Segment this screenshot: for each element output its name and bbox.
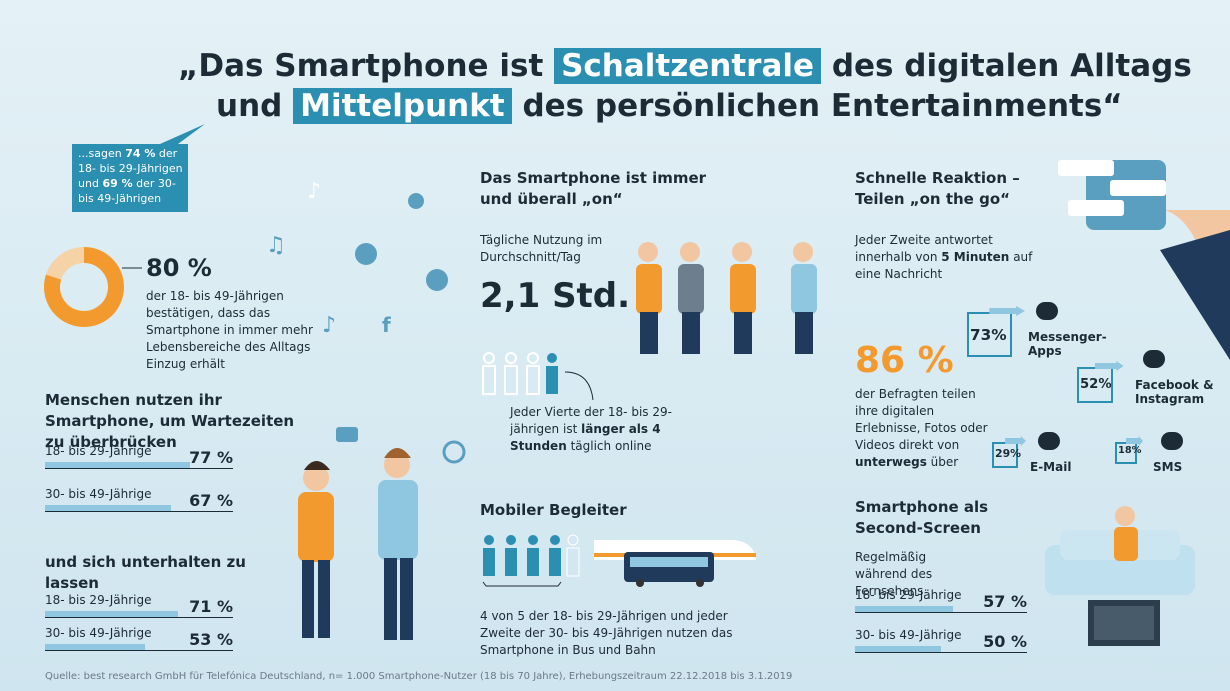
headline-text: und xyxy=(216,88,283,124)
share-name: Facebook & Instagram xyxy=(1135,378,1214,406)
companion-text: 4 von 5 der 18- bis 29-Jährigen und jede… xyxy=(480,609,733,657)
section-title: Smartphone als Second-Screen xyxy=(855,498,989,537)
note-text: Jeder Vierte der 18- bis 29-jährigen ist xyxy=(510,405,672,436)
sharing-value: 86 % xyxy=(855,340,954,381)
callout: ...sagen 74 % der 18- bis 29-Jährigen un… xyxy=(78,146,186,206)
section-title: Mobiler Begleiter xyxy=(480,501,627,519)
share-icon xyxy=(1143,350,1165,368)
value-label: 77 % xyxy=(189,448,233,467)
share-name: E-Mail xyxy=(1030,460,1072,474)
value-label: 57 % xyxy=(983,592,1027,611)
callout-text: ...sagen xyxy=(78,147,122,160)
donut-label: 80 % xyxy=(146,254,212,282)
reaction-text-part: Jeder Zweite antwortet innerhalb von xyxy=(855,233,993,264)
headline-line2: und Mittelpunkt des persönlichen Enterta… xyxy=(216,88,1123,124)
bar xyxy=(45,611,179,617)
source: Quelle: best research GmbH für Telefónic… xyxy=(45,671,793,682)
share-icon xyxy=(1036,302,1058,320)
share-name: SMS xyxy=(1153,460,1183,474)
note-text: täglich online xyxy=(570,439,652,453)
row-label: 30- bis 49-Jährige xyxy=(45,487,152,501)
row-label: 30- bis 49-Jährige xyxy=(45,626,152,640)
headline-text: „Das Smartphone ist xyxy=(178,48,544,84)
share-name: Messenger-Apps xyxy=(1028,330,1107,358)
four-of-five xyxy=(482,534,580,587)
share-arrow xyxy=(1094,361,1124,371)
callout-text: der 18- bis 29-Jährigen und xyxy=(78,147,183,190)
bar xyxy=(45,462,190,468)
train-bus xyxy=(594,540,756,587)
bar xyxy=(855,606,954,612)
usage-value: 2,1 Std. xyxy=(480,276,631,316)
section-subtitle: Regelmäßig während des Fernsehens xyxy=(855,550,933,598)
value-label: 53 % xyxy=(189,630,233,649)
sharing-text-part: über xyxy=(930,455,959,469)
reaction-emphasis: 5 Minuten xyxy=(941,250,1010,264)
headline-line1: „Das Smartphone ist Schaltzentrale des d… xyxy=(178,48,1192,84)
everyday-text: der 18- bis 49-Jährigen bestätigen, dass… xyxy=(146,289,313,371)
share-label: 18% xyxy=(1118,444,1142,456)
note-emphasis: länger als 4 Stunden xyxy=(510,422,661,453)
svg-text:♫: ♫ xyxy=(266,233,286,258)
share-arrow xyxy=(989,306,1026,316)
people-center xyxy=(636,242,817,354)
share-arrow xyxy=(1005,436,1027,446)
headline-highlight: Schaltzentrale xyxy=(554,48,822,84)
baseline xyxy=(45,617,233,618)
callout-value: 74 % xyxy=(125,147,156,160)
baseline xyxy=(45,511,233,512)
svg-text:♪: ♪ xyxy=(307,179,321,204)
baseline xyxy=(855,652,1027,653)
sharing-text: der Befragten teilen ihre digitalen Erle… xyxy=(855,386,995,471)
svg-text:f: f xyxy=(382,313,391,337)
headline-highlight: Mittelpunkt xyxy=(293,88,512,124)
value-label: 67 % xyxy=(189,491,233,510)
share-label: 52% xyxy=(1080,376,1112,392)
sharing-emphasis: unterwegs xyxy=(855,455,927,469)
callout-text: der 30- bis 49-Jährigen xyxy=(78,177,176,205)
baseline xyxy=(45,468,233,469)
value-label: 71 % xyxy=(189,597,233,616)
section-title: Menschen nutzen ihr Smartphone, um Warte… xyxy=(45,391,295,451)
headline-text: des persönlichen Entertainments“ xyxy=(522,88,1123,124)
share-arrow xyxy=(1125,436,1143,446)
sofa-tv xyxy=(1045,506,1195,646)
section-title: und sich unterhalten zu lassen xyxy=(45,553,246,592)
value-label: 50 % xyxy=(983,632,1027,651)
share-label: 73% xyxy=(970,326,1007,345)
one-in-four xyxy=(482,352,594,401)
callout-tail xyxy=(160,124,205,144)
share-icon xyxy=(1038,432,1060,450)
section-subtitle: Tägliche Nutzung im Durchschnitt/Tag xyxy=(480,233,603,264)
bar xyxy=(855,646,941,652)
row-label: 18- bis 29-Jährige xyxy=(45,444,152,458)
share-icon xyxy=(1161,432,1183,450)
svg-text:♪: ♪ xyxy=(322,313,336,338)
reaction-text-part: auf eine Nachricht xyxy=(855,250,1033,281)
people-left xyxy=(298,448,418,640)
share-label: 29% xyxy=(995,447,1022,461)
donut-arc xyxy=(44,247,124,327)
callout-value: 69 % xyxy=(102,177,133,190)
note: Jeder Vierte der 18- bis 29-jährigen ist… xyxy=(510,404,680,455)
sharing-text-part: der Befragten teilen ihre digitalen Erle… xyxy=(855,387,988,452)
icons: f ♫ ♪ ♪ xyxy=(266,179,466,464)
callout-box xyxy=(72,144,188,212)
bar xyxy=(45,505,171,511)
headline-text: des digitalen Alltags xyxy=(831,48,1192,84)
section-title: Schnelle Reaktion – Teilen „on the go“ xyxy=(855,169,1020,208)
row-label: 18- bis 29-Jährige xyxy=(45,593,152,607)
reaction-text: Jeder Zweite antwortet innerhalb von 5 M… xyxy=(855,232,1045,283)
baseline xyxy=(855,612,1027,613)
baseline xyxy=(45,650,233,651)
section-title: Das Smartphone ist immer und überall „on… xyxy=(480,169,707,208)
row-label: 18- bis 29-Jährige xyxy=(855,588,962,602)
bar xyxy=(45,644,145,650)
row-label: 30- bis 49-Jährige xyxy=(855,628,962,642)
hand-phone xyxy=(1058,160,1230,360)
